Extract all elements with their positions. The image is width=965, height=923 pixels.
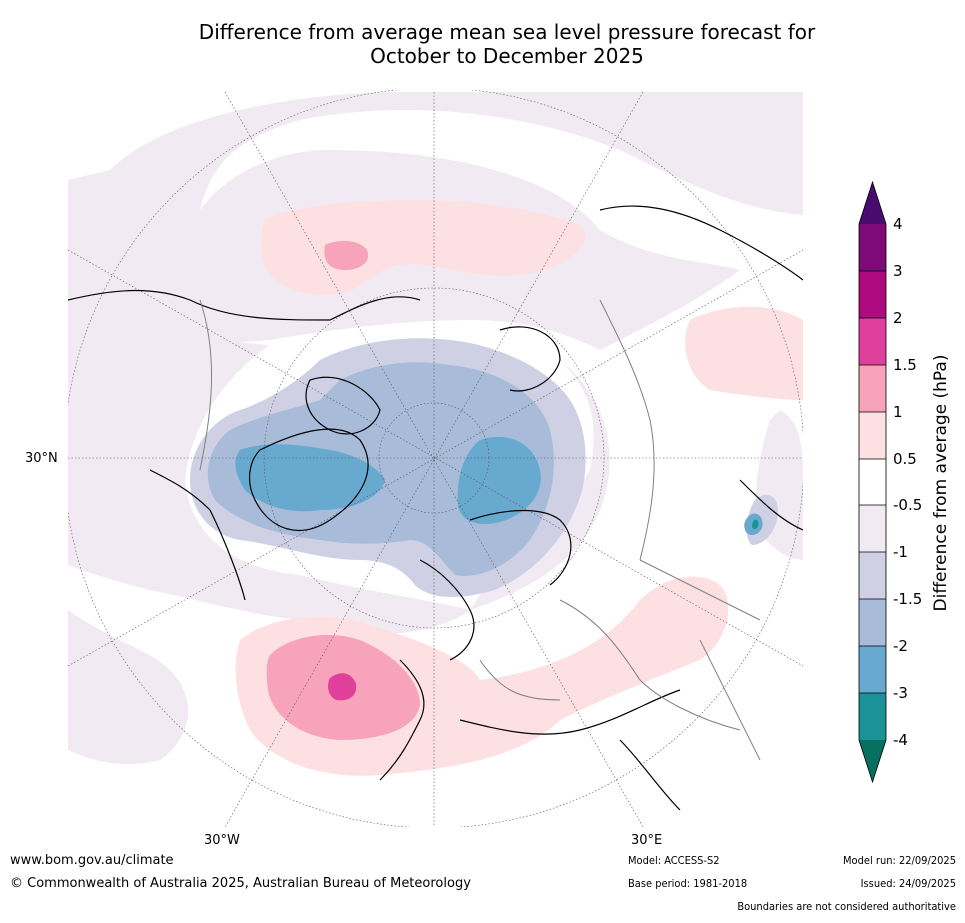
colorbar-tick-neg-0-5: -0.5 [893, 496, 923, 514]
colorbar-tick-neg-3: -3 [893, 684, 908, 702]
colorbar-title-text: Difference from average (hPa) [931, 354, 951, 612]
footer-base-period: Base period: 1981-2018 [628, 877, 748, 890]
footer-model: Model: ACCESS-S2 [628, 854, 720, 867]
colorbar-tick-neg-1-5: -1.5 [893, 590, 923, 608]
coastlines [68, 205, 803, 811]
colorbar-segment-1-0.5 [859, 412, 886, 459]
colorbar-segment-2-1.5 [859, 318, 886, 365]
footer-disclaimer: Boundaries are not considered authoritat… [737, 900, 956, 913]
colorbar [858, 180, 887, 784]
colorbar-tick-neg-2: -2 [893, 637, 908, 655]
map-title: Difference from average mean sea level p… [0, 20, 965, 68]
lon-label-30e: 30°E [631, 833, 663, 848]
footer-url[interactable]: www.bom.gov.au/climate [10, 853, 174, 868]
anomaly-neg-2-3 [235, 436, 763, 536]
graticule [68, 90, 803, 827]
footer-model-run: Model run: 22/09/2025 [843, 854, 956, 867]
footer-copyright: © Commonwealth of Australia 2025, Austra… [10, 876, 471, 891]
colorbar-tick-0-5: 0.5 [893, 450, 917, 468]
colorbar-under-triangle [859, 740, 886, 782]
country-borders [199, 299, 761, 761]
colorbar-segment--3--4 [859, 693, 886, 740]
colorbar-tick-neg-4: -4 [893, 731, 908, 749]
colorbar-segment-4-3 [859, 224, 886, 271]
anomaly-pos-15-2 [328, 673, 357, 701]
map-title-line1: Difference from average mean sea level p… [198, 20, 816, 44]
colorbar-segment--1.5--2 [859, 599, 886, 646]
footer-issued: Issued: 24/09/2025 [860, 877, 956, 890]
anomaly-neg-3-4 [752, 519, 759, 530]
colorbar-tick-1: 1 [893, 403, 903, 421]
colorbar-tick-1-5: 1.5 [893, 356, 917, 374]
colorbar-tick-4: 4 [893, 215, 903, 233]
colorbar-segment--2--3 [859, 646, 886, 693]
colorbar-over-triangle [859, 182, 886, 224]
lat-label-30n: 30°N [25, 451, 58, 466]
colorbar-segment-0.5--0.5 [859, 459, 886, 505]
colorbar-tick-2: 2 [893, 309, 903, 327]
anomaly-neg-15-2 [207, 362, 554, 576]
colorbar-tick-3: 3 [893, 262, 903, 280]
colorbar-segment-3-2 [859, 271, 886, 318]
colorbar-segment-1.5-1 [859, 365, 886, 412]
colorbar-segment--1--1.5 [859, 552, 886, 599]
lon-label-30w: 30°W [204, 833, 240, 848]
colorbar-segment--0.5--1 [859, 505, 886, 552]
map-title-line2: October to December 2025 [370, 44, 644, 68]
colorbar-tick-neg-1: -1 [893, 543, 908, 561]
